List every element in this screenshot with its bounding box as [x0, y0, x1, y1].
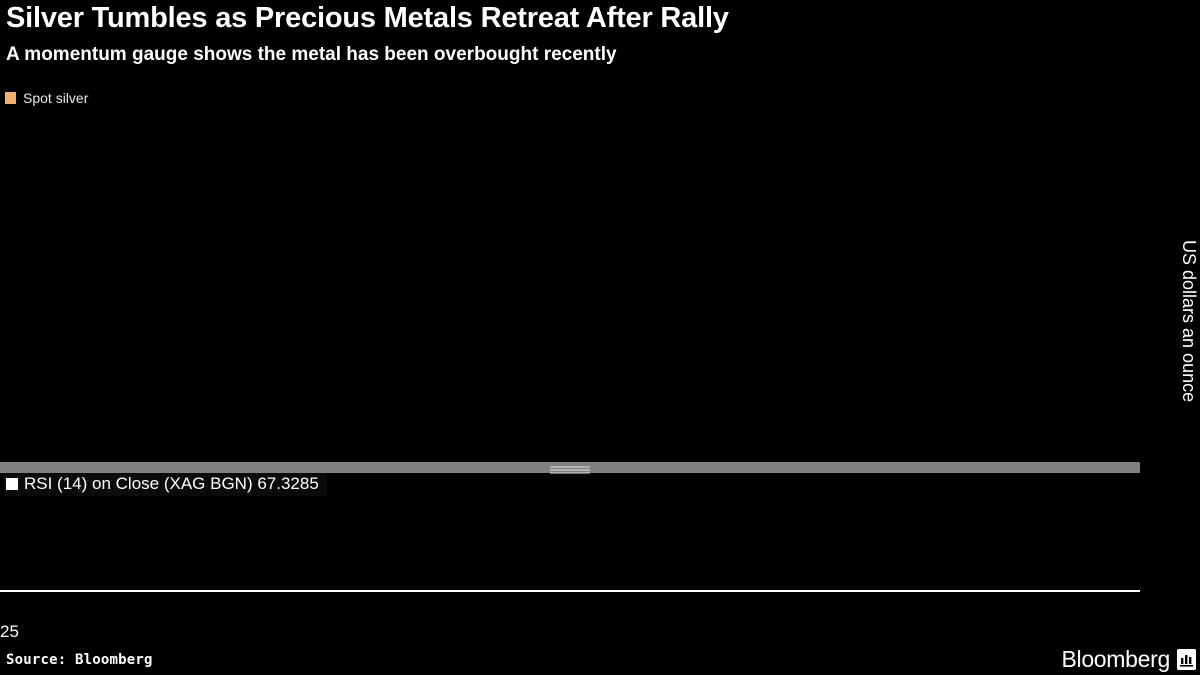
splitter-grip-icon[interactable]: [550, 464, 590, 473]
x-axis-year-label: 2025: [0, 622, 19, 641]
legend-swatch-icon: [5, 92, 16, 104]
price-panel: [0, 118, 1140, 458]
x-axis-line: [0, 590, 1140, 592]
panel-splitter[interactable]: [0, 462, 1140, 473]
right-axis: US dollars an ounce: [1139, 118, 1200, 590]
brand-text: Bloomberg: [1061, 646, 1170, 672]
rsi-label-text: RSI (14) on Close (XAG BGN) 67.3285: [24, 474, 319, 493]
bloomberg-terminal-icon: [1177, 649, 1196, 670]
chart-plot-area: US dollars an ounce: [0, 118, 1200, 590]
bloomberg-brand: Bloomberg: [1061, 646, 1196, 673]
legend-label: Spot silver: [23, 90, 89, 106]
y-axis-title: US dollars an ounce: [1179, 240, 1199, 403]
page-subtitle: A momentum gauge shows the metal has bee…: [6, 44, 617, 65]
price-chart-svg: [0, 118, 1140, 458]
legend: Spot silver: [5, 90, 88, 106]
rsi-swatch-icon: [6, 478, 18, 490]
rsi-indicator-label: RSI (14) on Close (XAG BGN) 67.3285: [4, 473, 327, 496]
page-title: Silver Tumbles as Precious Metals Retrea…: [6, 2, 729, 34]
source-note: Source: Bloomberg: [6, 652, 153, 668]
